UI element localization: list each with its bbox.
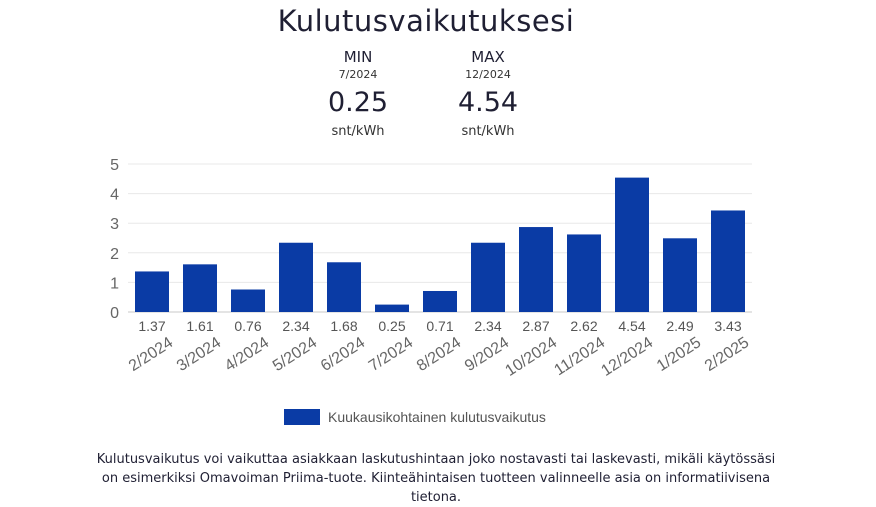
min-label: MIN <box>343 48 373 66</box>
data-label: 2.34 <box>474 318 501 334</box>
data-label: 2.49 <box>666 318 693 334</box>
data-label: 0.76 <box>234 318 261 334</box>
x-tick-label: 6/2024 <box>318 334 368 375</box>
bar <box>327 262 361 312</box>
data-label: 3.43 <box>714 318 741 334</box>
data-label: 0.25 <box>378 318 405 334</box>
data-label: 1.61 <box>186 318 213 334</box>
bar <box>711 210 745 312</box>
bar <box>135 271 169 312</box>
data-label: 0.71 <box>426 318 453 334</box>
x-tick-label: 10/2024 <box>502 334 560 380</box>
bar <box>519 227 553 312</box>
y-tick-label: 3 <box>110 216 119 233</box>
x-tick-label: 1/2025 <box>654 334 704 375</box>
max-stat: MAX 12/2024 4.54 snt/kWh <box>418 48 558 139</box>
legend-label: Kuukausikohtainen kulutusvaikutus <box>328 409 546 425</box>
data-label: 2.87 <box>522 318 549 334</box>
bar <box>183 264 217 312</box>
y-tick-label: 4 <box>110 187 119 204</box>
min-value: 0.25 <box>327 87 389 118</box>
bar <box>375 304 409 312</box>
data-label: 2.34 <box>282 318 309 334</box>
x-tick-label: 11/2024 <box>551 334 608 379</box>
bar <box>231 289 265 312</box>
y-tick-label: 2 <box>110 246 119 263</box>
x-tick-label: 2/2025 <box>702 334 752 375</box>
bar <box>567 234 601 312</box>
max-value: 4.54 <box>457 87 519 118</box>
bar-chart: 0 1 2 3 4 5 1.372/2024 1.613/2024 0.764/2024 2.34… <box>110 157 752 380</box>
min-date: 7/2024 <box>338 68 378 81</box>
page-title: Kulutusvaikutuksesi <box>277 4 575 38</box>
max-date: 12/2024 <box>465 68 511 81</box>
x-tick-label: 3/2024 <box>174 334 224 375</box>
data-label: 4.54 <box>618 318 645 334</box>
max-unit: snt/kWh <box>461 124 515 139</box>
min-unit: snt/kWh <box>331 124 385 139</box>
x-tick-label: 2/2024 <box>126 334 176 375</box>
bar <box>279 242 313 312</box>
x-tick-label: 12/2024 <box>598 334 656 380</box>
data-label: 2.62 <box>570 318 597 334</box>
bar <box>423 290 457 312</box>
y-tick-label: 0 <box>110 305 119 322</box>
min-stat: MIN 7/2024 0.25 snt/kWh <box>288 48 428 139</box>
x-tick-label: 4/2024 <box>222 334 272 375</box>
x-tick-label: 7/2024 <box>366 334 416 375</box>
info-note: Kulutusvaikutus voi vaikuttaa asiakkaan … <box>96 452 776 505</box>
x-tick-label: 8/2024 <box>414 334 464 375</box>
bar <box>615 177 649 312</box>
legend-swatch <box>284 409 320 425</box>
chart-legend[interactable]: Kuukausikohtainen kulutusvaikutus <box>284 409 546 425</box>
y-tick-label: 1 <box>110 275 119 292</box>
bar <box>663 238 697 312</box>
data-label: 1.68 <box>330 318 357 334</box>
data-label: 1.37 <box>138 318 165 334</box>
x-tick-label: 5/2024 <box>270 334 320 375</box>
max-label: MAX <box>471 48 505 66</box>
y-tick-label: 5 <box>110 157 119 174</box>
bar <box>471 242 505 312</box>
